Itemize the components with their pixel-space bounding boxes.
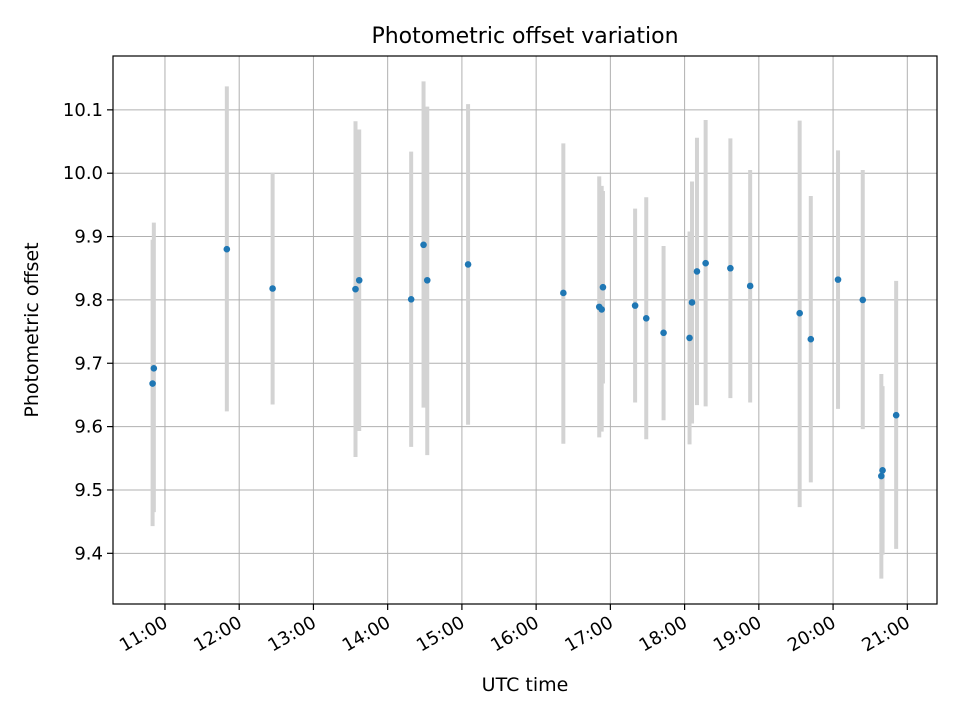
data-point xyxy=(223,245,231,253)
data-point xyxy=(464,261,472,268)
y-axis-label: Photometric offset xyxy=(21,242,43,417)
y-tick-label: 9.6 xyxy=(74,417,103,438)
data-point xyxy=(807,335,815,343)
data-point xyxy=(892,411,900,419)
data-point xyxy=(598,306,606,313)
data-point xyxy=(878,472,885,480)
data-point xyxy=(599,283,607,291)
data-point xyxy=(355,276,363,284)
data-point xyxy=(702,259,709,267)
y-tick-label: 10.1 xyxy=(63,100,103,121)
data-point xyxy=(746,282,754,290)
data-point xyxy=(688,299,696,306)
y-tick-label: 9.8 xyxy=(74,290,103,311)
y-tick-label: 9.4 xyxy=(74,543,103,564)
y-tick-label: 9.5 xyxy=(74,480,103,501)
y-tick-label: 10.0 xyxy=(63,163,103,184)
data-point xyxy=(423,276,431,284)
data-point xyxy=(834,276,842,283)
data-point xyxy=(150,365,158,372)
data-point xyxy=(631,302,639,309)
data-point xyxy=(796,309,803,317)
x-axis-label: UTC time xyxy=(482,674,569,696)
data-point xyxy=(149,380,156,387)
data-point xyxy=(660,329,667,337)
plot-frame xyxy=(112,55,938,605)
data-points xyxy=(149,241,900,480)
chart-title: Photometric offset variation xyxy=(371,24,678,49)
data-point xyxy=(879,467,886,474)
data-point xyxy=(686,334,693,342)
data-point xyxy=(560,289,567,297)
data-point xyxy=(693,268,701,275)
data-point xyxy=(407,295,415,303)
y-tick-label: 9.7 xyxy=(74,353,103,374)
data-point xyxy=(352,285,359,293)
y-tick-label: 9.9 xyxy=(74,227,103,248)
y-axis-ticks: 9.4 9.5 9.6 9.7 9.8 9.9 10.0 10.1 xyxy=(63,100,113,564)
data-point xyxy=(727,264,734,272)
data-point xyxy=(859,296,867,304)
data-point xyxy=(420,241,427,249)
data-point xyxy=(642,314,650,322)
data-point xyxy=(269,285,276,292)
